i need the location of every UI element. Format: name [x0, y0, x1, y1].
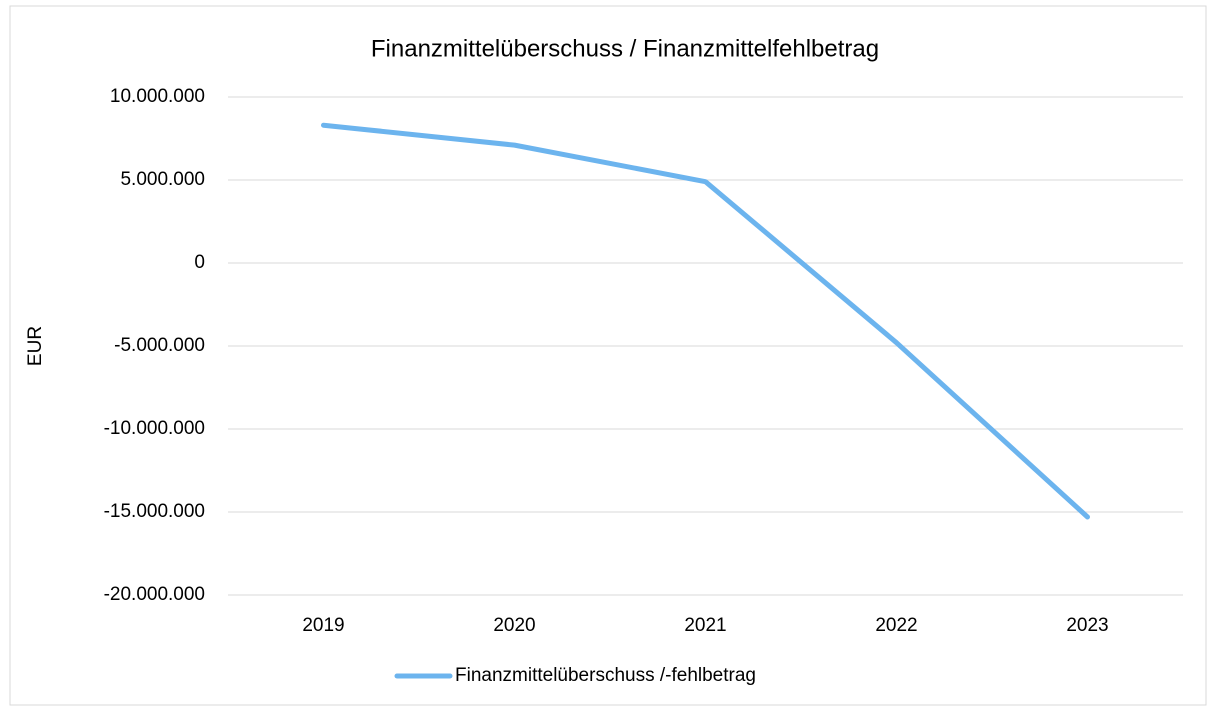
x-tick-label: 2021: [684, 615, 726, 636]
y-tick-label: 10.000.000: [110, 86, 205, 107]
chart-title: Finanzmittelüberschuss / Finanzmittelfeh…: [371, 35, 879, 62]
y-axis-label: EUR: [25, 326, 46, 366]
y-tick-label: -10.000.000: [104, 418, 205, 439]
x-tick-label: 2022: [875, 615, 917, 636]
y-tick-label: 0: [194, 252, 205, 273]
y-tick-label: -5.000.000: [114, 335, 205, 356]
data-line: [321, 122, 1090, 520]
x-tick-label: 2020: [493, 615, 535, 636]
y-tick-label: -15.000.000: [104, 501, 205, 522]
legend-label: Finanzmittelüberschuss /-fehlbetrag: [455, 665, 756, 686]
x-tick-label: 2023: [1066, 615, 1108, 636]
x-tick-label: 2019: [302, 615, 344, 636]
y-tick-label: 5.000.000: [120, 169, 205, 190]
chart-frame: [9, 5, 1207, 706]
y-tick-label: -20.000.000: [104, 584, 205, 605]
